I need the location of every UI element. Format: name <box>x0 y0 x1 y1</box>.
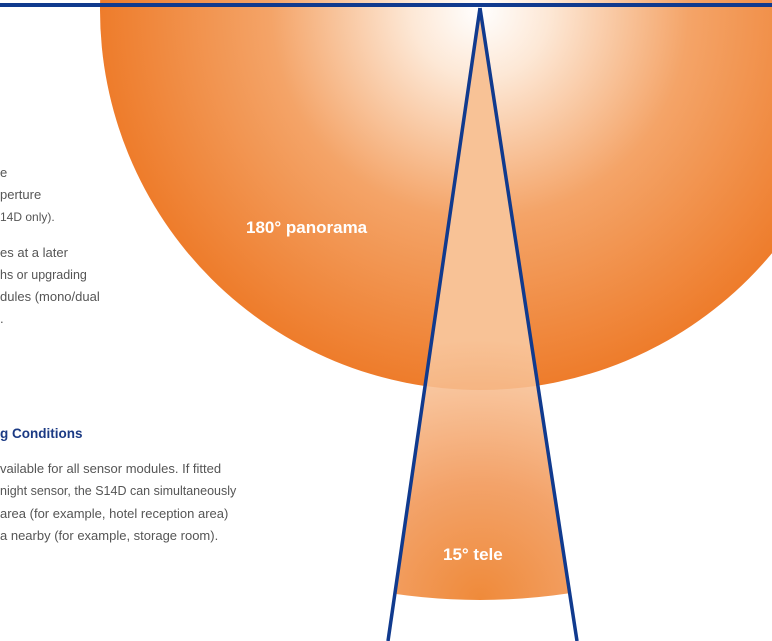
panorama-label: 180° panorama <box>246 218 368 237</box>
text-line: es at a later <box>0 245 68 260</box>
text-line: vailable for all sensor modules. If fitt… <box>0 461 222 476</box>
text-line: 14D only). <box>0 210 55 224</box>
tele-boundary-right <box>478 7 579 641</box>
tele-label: 15° tele <box>443 545 503 564</box>
text-line: perture <box>0 187 42 202</box>
section-heading: g Conditions <box>0 426 83 441</box>
text-line: dules (mono/dual <box>0 289 100 304</box>
text-line: hs or upgrading <box>0 268 87 282</box>
text-line: a nearby (for example, storage room). <box>0 528 219 543</box>
text-line: . <box>0 311 4 326</box>
text-line: night sensor, the S14D can simultaneousl… <box>0 484 237 498</box>
text-line: e <box>0 165 8 180</box>
text-line: area (for example, hotel reception area) <box>0 506 229 521</box>
body-text-column: e perture 14D only). es at a later hs or… <box>0 0 360 641</box>
panorama-field <box>100 0 772 390</box>
tele-boundary-left <box>386 7 482 641</box>
